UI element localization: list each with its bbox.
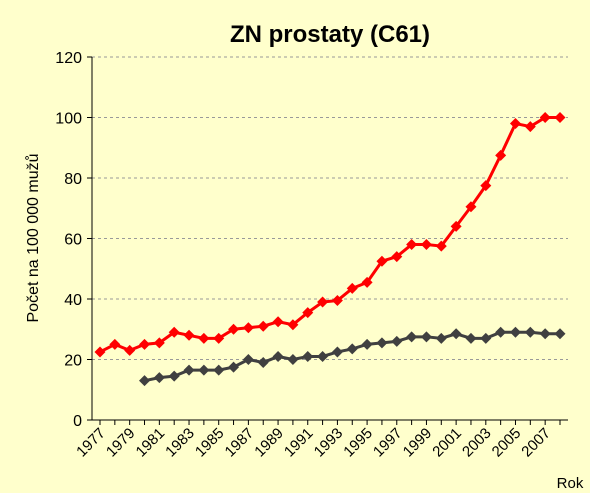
data-point	[361, 276, 373, 288]
y-tick-label: 60	[64, 232, 82, 249]
y-tick-label: 0	[73, 413, 82, 430]
data-point	[302, 350, 314, 362]
data-point	[480, 332, 492, 344]
data-point	[287, 354, 299, 365]
x-axis-label: Rok	[557, 475, 584, 492]
data-point	[109, 338, 121, 350]
data-point	[524, 326, 536, 338]
data-point	[435, 332, 447, 344]
y-tick-label: 100	[55, 111, 82, 128]
data-point	[198, 332, 210, 344]
data-point	[495, 149, 507, 161]
data-point	[242, 322, 254, 334]
data-point	[139, 375, 151, 387]
data-point	[198, 364, 210, 376]
data-point	[153, 372, 165, 384]
data-point	[554, 328, 566, 340]
data-point	[287, 319, 299, 331]
data-point	[376, 337, 388, 349]
data-point	[183, 364, 195, 376]
data-point	[317, 296, 329, 308]
data-point	[153, 337, 165, 349]
data-point	[242, 354, 254, 365]
data-point	[228, 361, 240, 373]
data-point	[450, 328, 462, 340]
data-point	[465, 332, 477, 344]
data-point	[213, 332, 225, 344]
data-point	[257, 357, 269, 369]
data-point	[257, 320, 269, 332]
data-point	[391, 335, 403, 347]
data-point	[391, 251, 403, 263]
data-point	[124, 344, 136, 356]
data-point	[480, 180, 492, 192]
data-point	[331, 295, 343, 307]
y-tick-label: 20	[64, 353, 82, 370]
y-tick-label: 40	[64, 292, 82, 309]
data-point	[168, 370, 180, 382]
data-point	[213, 364, 225, 376]
data-point	[331, 346, 343, 358]
data-point	[420, 239, 432, 251]
data-point	[509, 118, 521, 130]
data-point	[376, 255, 388, 267]
data-point	[168, 326, 180, 338]
data-point	[406, 331, 418, 343]
data-point	[539, 112, 551, 123]
data-point	[420, 331, 432, 343]
data-point	[346, 343, 358, 355]
data-point	[272, 316, 284, 328]
data-point	[139, 338, 151, 350]
data-point	[524, 121, 536, 133]
data-point	[94, 346, 106, 358]
data-point	[183, 329, 195, 341]
data-point	[406, 239, 418, 251]
data-point	[228, 323, 240, 335]
y-tick-label: 80	[64, 171, 82, 188]
data-point	[317, 350, 329, 362]
y-tick-label: 120	[55, 50, 82, 67]
y-axis-label: Počet na 100 000 mužů	[24, 153, 42, 322]
data-point	[346, 282, 358, 294]
data-point	[495, 326, 507, 338]
data-point	[509, 326, 521, 338]
chart-title: ZN prostaty (C61)	[230, 21, 430, 48]
data-point	[465, 201, 477, 213]
data-point	[435, 240, 447, 252]
data-point	[272, 350, 284, 362]
data-point	[450, 220, 462, 232]
data-point	[361, 338, 373, 350]
data-point	[302, 307, 314, 319]
data-point	[539, 328, 551, 340]
data-point	[554, 112, 566, 123]
